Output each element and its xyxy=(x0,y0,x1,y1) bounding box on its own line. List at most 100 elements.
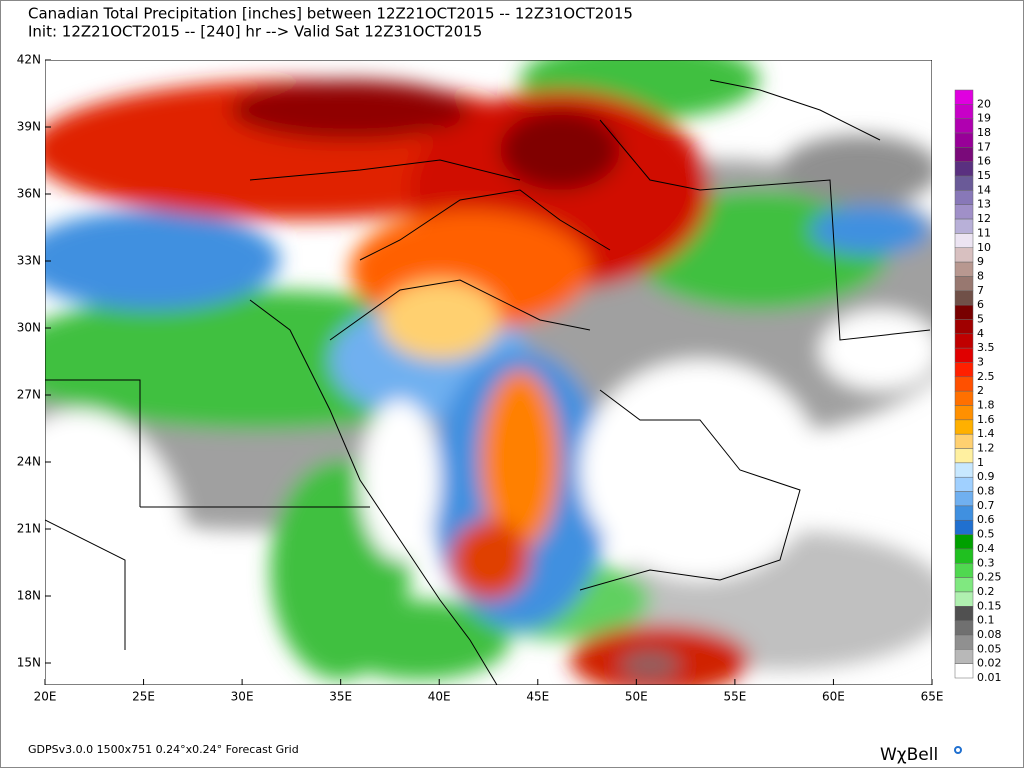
subtitle: Init: 12Z21OCT2015 -- [240] hr --> Valid… xyxy=(28,23,482,41)
colorbar-swatch xyxy=(954,462,974,478)
colorbar-label: 4 xyxy=(977,327,984,340)
colorbar-label: 0.02 xyxy=(977,657,1002,670)
axes: 42N 39N 36N 33N 30N 27N 24N 21N 18N 15N 20E 25E 30E 3… xyxy=(17,53,944,704)
colorbar-label: 0.3 xyxy=(977,556,995,569)
lon-label: 30E xyxy=(231,690,254,704)
lon-label: 55E xyxy=(723,690,746,704)
colorbar-swatch xyxy=(954,218,974,234)
lon-label: 65E xyxy=(921,690,944,704)
colorbar-swatch xyxy=(954,491,974,507)
lat-label: 18N xyxy=(17,589,41,603)
colorbar-label: 3.5 xyxy=(977,341,995,354)
colorbar-swatch xyxy=(954,606,974,621)
title: Canadian Total Precipitation [inches] be… xyxy=(28,5,633,23)
colorbar-label: 14 xyxy=(977,183,991,196)
colorbar-swatch xyxy=(954,376,974,392)
colorbar-swatch xyxy=(954,175,974,191)
lat-label: 33N xyxy=(17,254,41,268)
lon-label: 40E xyxy=(428,690,451,704)
colorbar-swatch xyxy=(954,276,974,292)
colorbar-swatch xyxy=(954,89,974,105)
colorbar-swatch xyxy=(954,519,974,535)
colorbar-label: 18 xyxy=(977,126,991,139)
colorbar-label: 0.5 xyxy=(977,528,995,541)
colorbar-label: 1.2 xyxy=(977,442,995,455)
colorbar-swatch xyxy=(954,433,974,449)
lat-label: 42N xyxy=(17,53,41,67)
lon-label: 20E xyxy=(34,690,57,704)
colorbar-label: 0.1 xyxy=(977,614,995,627)
colorbar-swatch xyxy=(954,161,974,177)
logo-dot xyxy=(954,746,962,754)
colorbar-label: 10 xyxy=(977,241,991,254)
colorbar-label: 7 xyxy=(977,284,984,297)
colorbar-label: 0.4 xyxy=(977,542,995,555)
lon-label: 60E xyxy=(822,690,845,704)
colorbar-swatch xyxy=(954,304,974,320)
colorbar-swatch xyxy=(954,563,974,578)
colorbar-swatch xyxy=(954,362,974,378)
colorbar-label: 9 xyxy=(977,255,984,268)
lon-label: 50E xyxy=(625,690,648,704)
lon-label: 25E xyxy=(132,690,155,704)
logo: WχBell xyxy=(880,745,938,765)
lon-label: 35E xyxy=(329,690,352,704)
lat-label: 21N xyxy=(17,522,41,536)
colorbar-swatch xyxy=(954,233,974,249)
colorbar-label: 2.5 xyxy=(977,370,995,383)
colorbar-swatch xyxy=(954,505,974,521)
borders xyxy=(45,79,931,685)
colorbar-swatch xyxy=(954,147,974,162)
colorbar-swatch xyxy=(954,390,974,406)
colorbar-label: 0.8 xyxy=(977,485,995,498)
colorbar-swatch xyxy=(954,261,974,277)
lat-label: 15N xyxy=(17,656,41,670)
colorbar-swatch xyxy=(954,290,974,306)
colorbar-label: 0.08 xyxy=(977,628,1002,641)
colorbar-label: 0.2 xyxy=(977,585,995,598)
colorbar-label: 0.15 xyxy=(977,599,1002,612)
colorbar-label: 0.7 xyxy=(977,499,995,512)
colorbar-label: 13 xyxy=(977,198,991,211)
lat-label: 27N xyxy=(17,388,41,402)
colorbar-label: 0.6 xyxy=(977,513,995,526)
colorbar-swatch xyxy=(954,548,974,564)
colorbar-swatch xyxy=(954,104,974,119)
colorbar-label: 19 xyxy=(977,112,991,125)
colorbar-swatch xyxy=(954,620,974,636)
colorbar-swatch xyxy=(954,634,974,650)
colorbar-label: 20 xyxy=(977,97,991,110)
colorbar-swatch xyxy=(954,190,974,205)
colorbar-swatch xyxy=(954,419,974,435)
colorbar-swatch xyxy=(954,333,974,349)
colorbar-swatch xyxy=(954,347,974,363)
colorbar-swatch xyxy=(954,204,974,220)
colorbar-label: 1.8 xyxy=(977,399,995,412)
colorbar-swatch xyxy=(954,247,974,263)
colorbar-label: 0.9 xyxy=(977,470,995,483)
colorbar-label: 8 xyxy=(977,269,984,282)
colorbar-label: 0.05 xyxy=(977,642,1002,655)
footer-info: GDPSv3.0.0 1500x751 0.24°x0.24° Forecast… xyxy=(28,743,299,756)
colorbar-swatch xyxy=(954,405,974,421)
lat-label: 39N xyxy=(17,120,41,134)
colorbar-swatch xyxy=(954,534,974,550)
colorbar-swatch xyxy=(954,476,974,492)
colorbar-swatch xyxy=(954,132,974,148)
colorbar-label: 1 xyxy=(977,456,984,469)
colorbar-label: 0.25 xyxy=(977,571,1002,584)
colorbar-swatch xyxy=(954,118,974,134)
lat-label: 30N xyxy=(17,321,41,335)
colorbar-swatch xyxy=(954,448,974,464)
precip-field xyxy=(45,60,932,685)
colorbar-label: 0.01 xyxy=(977,671,1002,684)
colorbar-label: 2 xyxy=(977,384,984,397)
colorbar-label: 12 xyxy=(977,212,991,225)
lat-label: 24N xyxy=(17,455,41,469)
colorbar-label: 1.6 xyxy=(977,413,995,426)
colorbar-label: 6 xyxy=(977,298,984,311)
lon-label: 45E xyxy=(526,690,549,704)
colorbar-label: 3 xyxy=(977,355,984,368)
